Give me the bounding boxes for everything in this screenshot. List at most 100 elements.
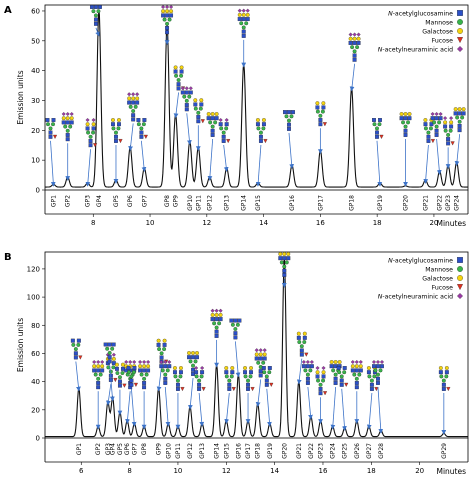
x-tick-label: 18 [367,467,376,475]
peak-label: GP24 [330,443,337,459]
panel-letter: A [4,5,12,16]
peak-label: GP12 [187,443,194,459]
x-tick-label: 14 [270,467,279,475]
glycan-structure [206,112,219,137]
peak-arrow [296,358,303,385]
peak-label: GP21 [296,443,303,459]
peak-label: GP10 [187,195,194,211]
legend-label: N-acetylglucosamine [388,11,453,18]
peak-label: GP23 [445,195,452,211]
glycan-structure [283,110,295,131]
glycan-structure [218,117,231,144]
peak-arrow [288,132,295,169]
peak-label: GP1 [76,443,83,455]
glycan-structure [438,366,451,392]
glycan-structure [103,342,116,364]
x-tick-label: 12 [202,219,211,227]
glycan-structure [172,366,185,392]
peak-arrow [366,392,373,430]
x-tick-label: 10 [146,219,155,227]
peak-label: GP26 [354,443,361,459]
legend-label: N-acetylneuraminic acid [378,294,453,301]
peak-label: GP14 [214,443,221,459]
legend-label: Fucose [432,285,454,292]
y-tick-label: 30 [31,97,40,105]
peak-label: GP13 [224,195,231,211]
peak-arrow [140,140,147,172]
peak-label: GP9 [173,195,180,207]
legend-label: N-acetylneuraminic acid [378,47,453,54]
peak-arrow [125,391,131,424]
glycan-structure [261,366,274,387]
peak-arrow [224,392,230,424]
glycan-structure [336,366,349,387]
peak-arrow [186,113,192,146]
peak-label: GP13 [199,443,206,459]
peak-label: GP17 [245,443,252,459]
glycan-structure [348,32,361,62]
glycan-structure [161,4,174,35]
glycan-structure [45,118,58,139]
peak-arrow [255,144,262,187]
y-axis-label: Emission units [16,70,25,124]
y-tick-label: 80 [31,322,40,330]
peak-label: GP4 [110,443,117,455]
y-tick-label: 60 [31,350,40,358]
glycan-structure [89,5,102,26]
y-tick-label: 40 [31,67,40,75]
plot-frame [44,251,469,439]
y-tick-label: 0 [36,187,40,195]
glycan-structure [173,65,186,91]
glycan-structure [156,338,169,364]
legend: N-acetylglucosamine Mannose Galactose Fucos… [378,10,463,54]
peak-label: GP16 [235,443,242,459]
y-tick-label: 50 [31,37,40,45]
peak-label: GP6 [127,195,134,207]
legend-label: Fucose [432,38,454,45]
x-tick-label: 14 [259,219,268,227]
peak-label: GP17 [317,195,324,211]
y-tick-label: 20 [31,127,40,135]
peak-label: GP28 [378,443,385,459]
peak-label: GP2 [95,443,102,455]
glycan-structure [430,111,443,137]
peak-label: GP22 [308,443,315,459]
legend-symbol [457,19,463,25]
glycan-structure [278,252,291,277]
legend-symbol [457,293,463,299]
glycan-structure [371,359,384,385]
peak-label: GP11 [175,443,182,459]
peak-label: GP16 [289,195,296,211]
x-tick-label: 16 [316,219,325,227]
x-tick-label: 8 [91,219,95,227]
glycan-structure [255,118,268,144]
glycan-structure [372,118,384,139]
x-tick-label: 20 [429,219,438,227]
y-tick-label: 100 [27,294,40,302]
peak-label: GP1 [51,195,58,207]
peak-label: GP12 [207,195,214,211]
y-tick-label: 20 [31,406,40,414]
glycan-structure [296,331,309,357]
glycan-structure [315,365,328,396]
peak-arrow [131,388,137,427]
y-tick-label: 0 [36,435,40,443]
peak-label: GP18 [349,195,356,211]
peak-label: GP20 [403,195,410,211]
peak-label: GP18 [255,443,262,459]
peak-arrow [109,365,115,402]
glycan-structure [194,365,206,392]
peak-label: GP27 [366,443,373,459]
glycan-structure [127,92,140,122]
peak-label: GP3 [85,195,92,207]
peak-label: GP5 [117,443,124,455]
peak-label: GP15 [255,195,262,211]
peak-label: GP24 [454,195,461,211]
peak-arrow [376,140,383,187]
x-tick-label: 18 [373,219,382,227]
peak-arrow [454,134,461,166]
peak-arrow [266,388,272,427]
legend: N-acetylglucosamine Mannose Galactose Fucos… [378,257,463,301]
panel-letter: B [4,252,12,263]
